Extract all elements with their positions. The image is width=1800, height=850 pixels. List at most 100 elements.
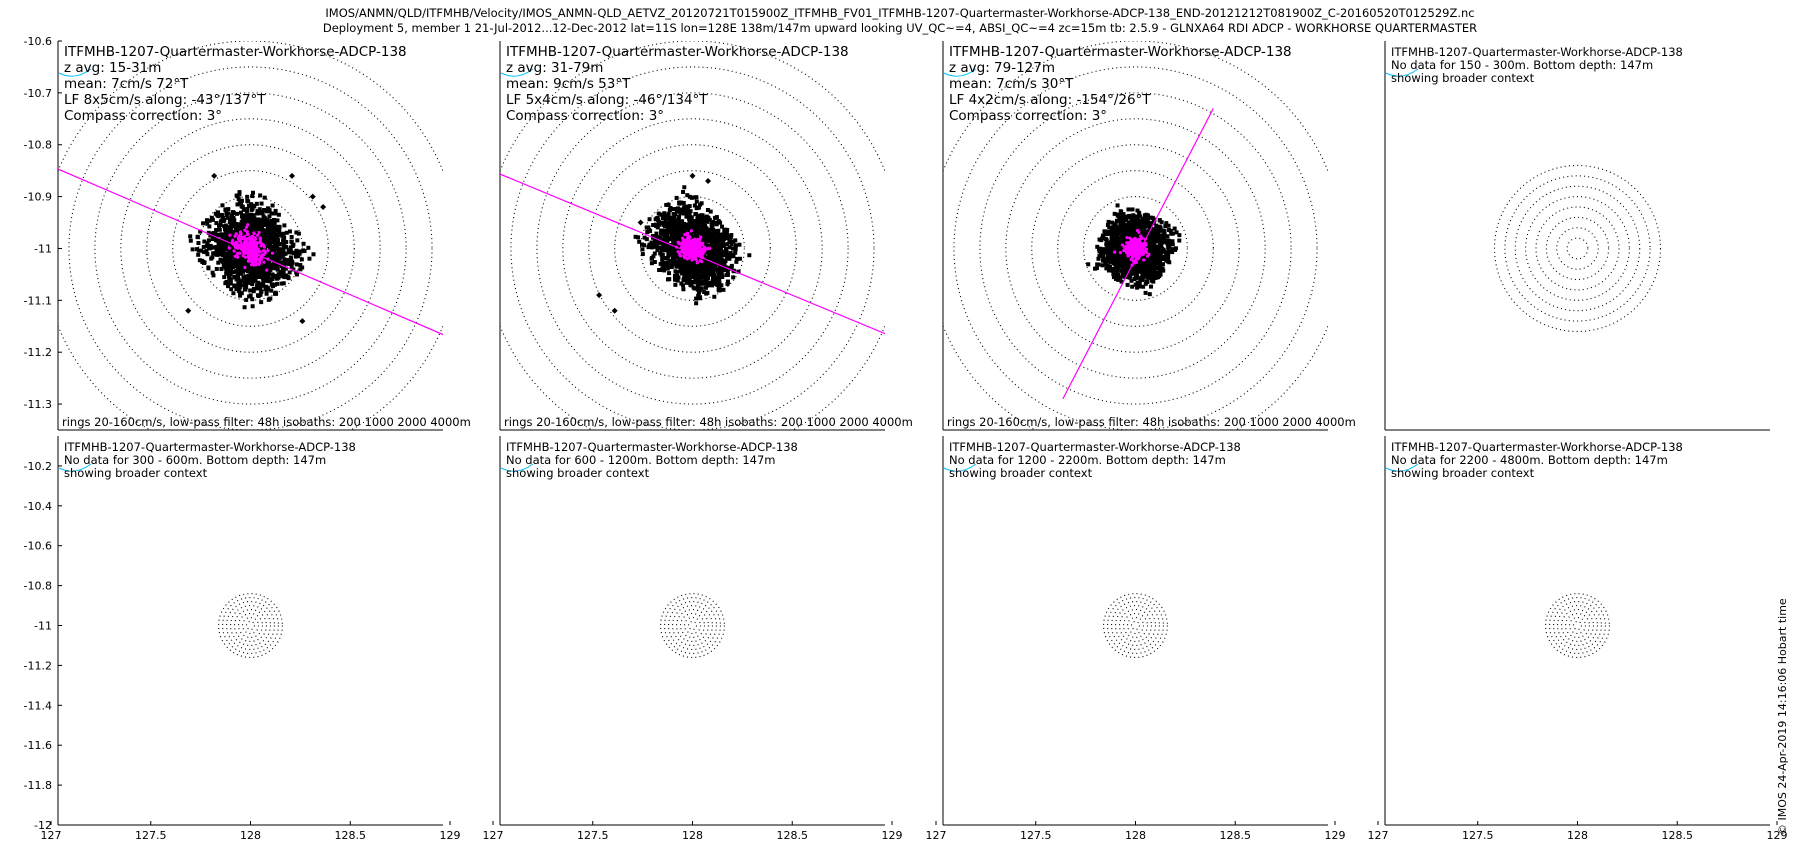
scatter-point: [249, 216, 254, 221]
scatter-point: [1111, 236, 1116, 241]
scatter-point: [1139, 221, 1144, 226]
scatter-point: [1170, 239, 1175, 244]
scatter-point: [1151, 236, 1156, 241]
scatter-point: [287, 270, 292, 275]
scatter-point: [1125, 234, 1130, 239]
scatter-point: [691, 274, 696, 279]
scatter-point: [222, 275, 227, 280]
scatter-point: [226, 211, 231, 216]
scatter-point: [698, 230, 703, 235]
scatter-point: [721, 232, 726, 237]
scatter-point: [253, 219, 258, 224]
scatter-point: [199, 248, 204, 253]
scatter-point: [672, 273, 677, 278]
scatter-point: [257, 207, 262, 212]
scatter-point: [695, 284, 700, 289]
scatter-point: [267, 266, 272, 271]
lowpass-point: [240, 245, 244, 249]
scatter-point: [726, 253, 731, 258]
scatter-point: [311, 252, 316, 257]
scatter-point: [1177, 233, 1182, 238]
scatter-point: [1114, 274, 1119, 279]
scatter-point: [1157, 224, 1162, 229]
scatter-point: [252, 216, 257, 221]
scatter-point: [231, 251, 236, 256]
scatter-point: [1122, 217, 1127, 222]
scatter-point: [1138, 260, 1143, 265]
scatter-point: [212, 245, 217, 250]
scatter-point: [1103, 248, 1108, 253]
scatter-point: [1107, 225, 1112, 230]
scatter-point: [1113, 276, 1118, 281]
scatter-point: [699, 223, 704, 228]
scatter-point: [237, 224, 242, 229]
scatter-point: [1086, 262, 1091, 267]
scatter-point: [642, 235, 647, 240]
scatter-point: [668, 227, 673, 232]
scatter-point: [1164, 258, 1169, 263]
scatter-point: [275, 257, 280, 262]
lowpass-point: [687, 256, 691, 260]
scatter-point: [1125, 262, 1130, 267]
scatter-point: [188, 238, 193, 243]
scatter-point: [712, 240, 717, 245]
scatter-point: [659, 253, 664, 258]
scatter-point: [251, 203, 256, 208]
lowpass-point: [241, 235, 245, 239]
scatter-point: [655, 217, 660, 222]
scatter-point: [1157, 239, 1162, 244]
lowpass-point: [257, 262, 261, 266]
scatter-point: [1122, 254, 1127, 259]
scatter-point: [705, 275, 710, 280]
lowpass-point: [693, 237, 697, 241]
scatter-point: [705, 283, 710, 288]
scatter-point: [692, 229, 697, 234]
scatter-point: [1131, 226, 1136, 231]
scatter-point: [306, 245, 311, 250]
scatter-point: [215, 238, 220, 243]
scatter-point: [271, 235, 276, 240]
scatter-point: [733, 250, 738, 255]
scatter-point: [1110, 230, 1115, 235]
lowpass-point: [696, 251, 701, 255]
scatter-point: [694, 301, 699, 306]
scatter-point: [655, 240, 660, 245]
scatter-point: [266, 241, 271, 246]
lowpass-point: [252, 231, 256, 236]
scatter-point: [204, 218, 209, 223]
speed-ring: [172, 170, 329, 327]
scatter-point: [1104, 238, 1109, 243]
scatter-point: [672, 248, 677, 253]
scatter-point: [717, 287, 722, 292]
scatter-point: [294, 270, 299, 275]
speed-ring: [588, 144, 797, 353]
scatter-point: [664, 202, 669, 207]
scatter-point: [1165, 238, 1170, 243]
scatter-point: [234, 228, 239, 233]
scatter-point: [671, 258, 676, 263]
scatter-point: [1170, 242, 1175, 247]
scatter-point: [679, 227, 684, 232]
lowpass-point: [246, 223, 250, 227]
scatter-point: [254, 286, 259, 291]
scatter-point: [665, 230, 670, 235]
lowpass-point: [235, 246, 239, 250]
lowpass-point: [265, 268, 269, 272]
scatter-point: [1166, 255, 1171, 260]
scatter-point: [1112, 211, 1117, 216]
scatter-point: [222, 245, 227, 250]
scatter-point: [1153, 239, 1158, 244]
scatter-point: [1119, 268, 1124, 273]
scatter-point: [665, 224, 670, 229]
scatter-point: [705, 235, 710, 240]
scatter-point: [698, 275, 703, 280]
scatter-point: [663, 224, 668, 229]
scatter-point: [261, 266, 266, 271]
scatter-point: [705, 290, 710, 295]
velocity-scatter: [596, 172, 752, 314]
scatter-point: [675, 272, 680, 277]
scatter-point: [227, 261, 232, 266]
scatter-point: [640, 247, 645, 252]
scatter-point: [718, 269, 723, 274]
lowpass-point: [1130, 263, 1134, 267]
